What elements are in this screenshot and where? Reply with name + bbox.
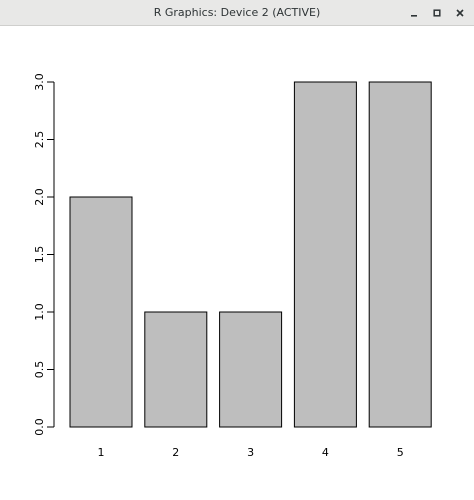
x-tick-label-1: 1: [98, 446, 105, 459]
bar-2: [144, 311, 208, 428]
y-axis: 0.0 0.5 1.0 1.5 2.0 2.5 3.0: [33, 73, 55, 436]
y-tick-label: 0.0: [33, 418, 46, 436]
close-icon: [455, 8, 465, 18]
y-tick-label: 2.0: [33, 188, 46, 206]
bar-3: [219, 311, 283, 428]
y-tick-label: 0.5: [33, 361, 46, 379]
y-tick-label: 2.5: [33, 131, 46, 149]
x-tick-label-5: 5: [397, 446, 404, 459]
y-tick-label: 1.0: [33, 303, 46, 321]
minimize-icon: [409, 8, 419, 18]
bar-chart: 0.0 0.5 1.0 1.5 2.0 2.5 3.0 1 2 3 4 5: [33, 73, 432, 459]
x-axis-labels: 1 2 3 4 5: [98, 446, 404, 459]
x-tick-label-2: 2: [172, 446, 179, 459]
bar-5: [368, 81, 432, 428]
title-bar[interactable]: R Graphics: Device 2 (ACTIVE): [0, 0, 474, 26]
y-tick-label: 1.5: [33, 246, 46, 264]
minimize-button[interactable]: [404, 3, 424, 23]
maximize-icon: [432, 8, 442, 18]
bar-1: [69, 196, 133, 428]
maximize-button[interactable]: [427, 3, 447, 23]
x-tick-label-4: 4: [322, 446, 329, 459]
close-button[interactable]: [450, 3, 470, 23]
bars-layer: [69, 81, 432, 428]
window-title: R Graphics: Device 2 (ACTIVE): [153, 6, 321, 19]
x-tick-label-3: 3: [247, 446, 254, 459]
bar-4: [293, 81, 357, 428]
y-tick-label: 3.0: [33, 73, 46, 91]
